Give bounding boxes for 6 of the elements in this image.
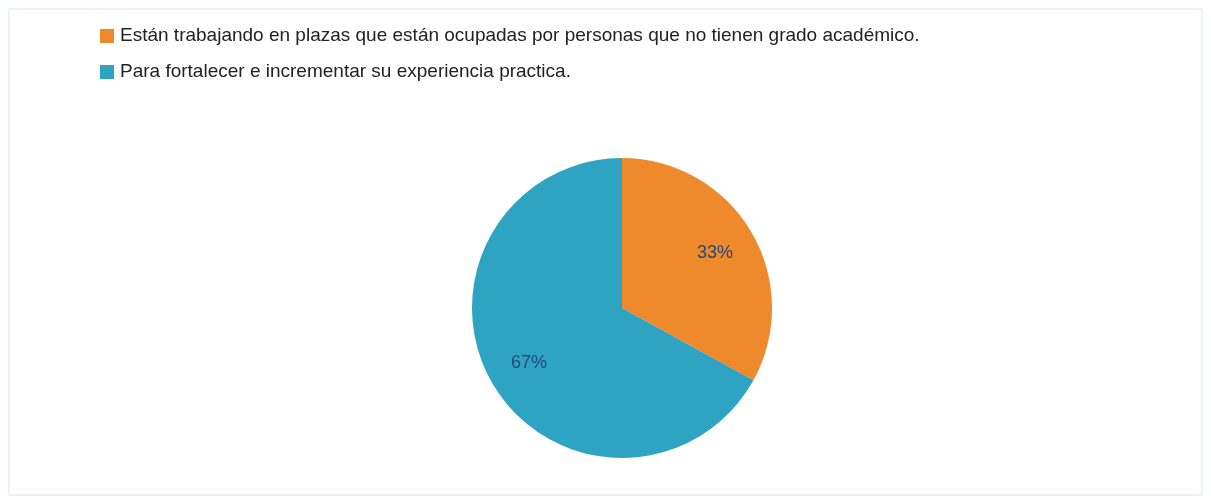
pie-slice	[622, 158, 772, 381]
legend-label: Para fortalecer e incrementar su experiencia practica.	[120, 60, 571, 82]
data-label: 33%	[696, 241, 733, 262]
legend-label: Están trabajando en plazas que están ocupadas por personas que no tienen grado académico.	[120, 24, 920, 46]
pie-slice	[472, 158, 754, 458]
data-label: 67%	[511, 351, 548, 372]
